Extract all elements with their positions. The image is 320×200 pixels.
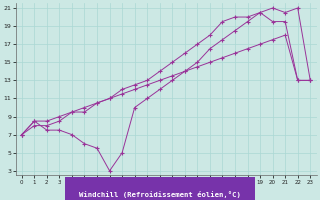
- Text: Windchill (Refroidissement éolien,°C): Windchill (Refroidissement éolien,°C): [79, 191, 241, 198]
